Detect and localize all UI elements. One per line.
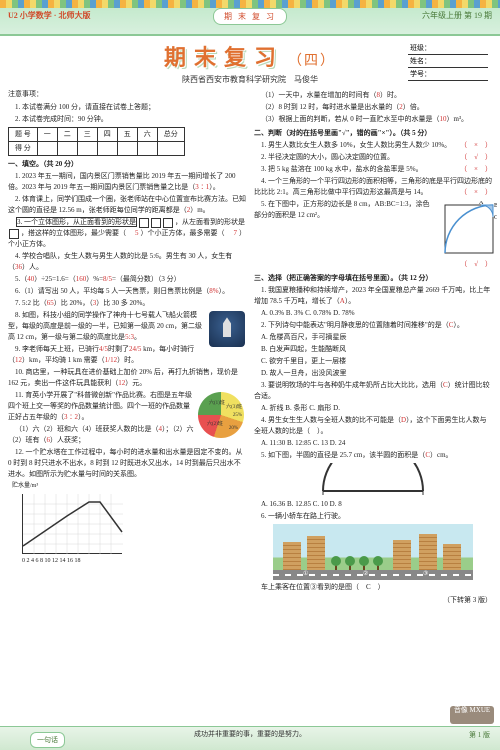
pos-label-2: ② — [363, 569, 368, 580]
q12: 12. 一个贮水塔在工作过程中，每小时的进水量和出水量是固定不变的。从 0 时到… — [8, 447, 246, 480]
j5: ABC 5. 在下图中，正方形的边长是 8 cm，AB:BC=1:3，涂色部分的… — [254, 199, 492, 221]
notice-heading: 注意事项： — [8, 89, 246, 100]
building-5 — [443, 544, 461, 570]
building-2 — [307, 536, 325, 570]
q7: 7. 5:2 比（65）比 20%，（3）比 30 多 20%。 — [8, 298, 246, 309]
j4: 4. 一个三角形的一个平行四边形的面积相等，三角形的底是平行四边形底的比比比 2… — [254, 176, 492, 198]
a1: （1）一天中，水量在增加的时间有（8）时。 — [254, 90, 492, 101]
building-1 — [283, 542, 301, 570]
q9: 9. 李老师每天上班，已骑行4/5时剩了24/5 km，每小时骑行（12）km，… — [8, 344, 246, 366]
j2: 2. 半径决定圆的大小，圆心决定圆的位置。（ √ ） — [254, 152, 492, 163]
section-1-title: 一、填空。（共 20 分） — [8, 159, 246, 170]
turn-page: （下转第 3 版） — [254, 595, 492, 606]
pos-label-1: ① — [303, 569, 308, 580]
class-field: 班级： — [408, 42, 488, 55]
subject-tag: U2 小学数学 · 北师大版 — [8, 10, 90, 21]
left-column: 注意事项： 1. 本试卷满分 100 分，请直接在试卷上答题； 2. 本试卷完成… — [8, 89, 246, 606]
rocket-icon — [209, 311, 245, 347]
c6: 6. 一辆小轿车在路上行驶。 — [254, 511, 492, 522]
j1: 1. 男生人数比女生人数多 10%，女生人数比男生人数少 10%。（ × ） — [254, 140, 492, 151]
geometry-figure: ABC — [434, 201, 490, 257]
c1: 1. 我国夏粮播种和持续增产，2023 年全国夏粮总产量 2669 千万吨，比上… — [254, 285, 492, 307]
c2: 2. 下列诗句中能表达"明月静夜思的位置随着时间推移"的是（C）。 — [254, 320, 492, 331]
footer-motto: 成功并非重要的事，重要的是努力。 — [0, 727, 500, 741]
issue-tag: 六年级上册 第 19 期 — [422, 10, 492, 21]
q10: 10. 商店里，一种玩具在进价基础上加价 20% 后，再打九折销售，现价是 16… — [8, 367, 246, 389]
q5: 5.（40）÷25=1.6=（160）%=8/5=（最简分数）（3 分） — [8, 274, 246, 285]
c5opts: A. 16.36 B. 12.85 C. 10 D. 8 — [254, 499, 492, 510]
q3: 3. 一个立体图形，从正面看到的形状是，从左面看到的形状是，搭这样的立体图形，最… — [8, 217, 246, 250]
notice-1: 1. 本试卷满分 100 分，请直接在试卷上答题； — [8, 102, 246, 113]
c2c: C. 欲穷千里目，更上一层楼 — [254, 356, 492, 367]
tree-icon — [345, 556, 355, 570]
c2a: A. 危楼高百尺，手可摘星辰 — [254, 332, 492, 343]
c3: 3. 要说明牧场的牛与各种奶牛成年奶所占比大比比，选用（C）统计图比较合适。 — [254, 380, 492, 402]
bridge-figure — [313, 463, 433, 497]
right-column: （1）一天中，水量在增加的时间有（8）时。 （2）8 时到 12 时，每时进水量… — [254, 89, 492, 606]
id-field: 学号： — [408, 68, 488, 81]
q6: 6.（1）请写出 50 人，平均每 5 人一天售票，则日售票比例是（8%）。 — [8, 286, 246, 297]
score-table: 题 号一二三四五六总分 得 分 — [8, 127, 185, 156]
title-main: 期末复习 — [164, 45, 284, 70]
tree-icon — [373, 556, 383, 570]
footer-left: 一句话 — [30, 732, 65, 748]
svg-text:B: B — [494, 203, 497, 209]
top-banner: U2 小学数学 · 北师大版 期 末 复 习 六年级上册 第 19 期 — [0, 0, 500, 36]
c5: 5. 如下图，半圆的直径是 25.7 cm，该半圆的面积是（C）cm。 — [254, 450, 492, 461]
footer: 一句话 成功并非重要的事，重要的是努力。 第 1 版 — [0, 726, 500, 750]
tree-icon — [331, 556, 341, 570]
content-columns: 注意事项： 1. 本试卷满分 100 分，请直接在试卷上答题； 2. 本试卷完成… — [0, 85, 500, 606]
j3: 3. 把 5 kg 盐溶在 100 kg 水中，盐水的含盐率是 5%。（ × ） — [254, 164, 492, 175]
student-info: 班级： 姓名： 学号： — [408, 42, 488, 81]
name-field: 姓名： — [408, 55, 488, 68]
watermark: 音像 MXUE — [450, 706, 494, 724]
section-2-title: 二、判断（对的在括号里画"√"，错的画"×"）。（共 5 分） — [254, 128, 492, 139]
tree-icon — [359, 556, 369, 570]
q2: 2. 体育课上，同学们围成一个圈，张老师站在中心位置宣布比赛方法。已知这个圆的直… — [8, 194, 246, 216]
banner-pill: 期 末 复 习 — [213, 8, 287, 25]
building-4 — [419, 534, 437, 570]
building-3 — [393, 540, 411, 570]
svg-text:C: C — [494, 215, 497, 221]
pie-chart: 六(1)班 六(3)班 25% 20% 六(2)班 — [198, 392, 244, 438]
c2b: B. 白发声四起，生能酷断风 — [254, 344, 492, 355]
notice-2: 2. 本试卷完成时间：90 分钟。 — [8, 114, 246, 125]
street-scene: ① ② ③ — [273, 524, 473, 580]
page-number: 第 1 版 — [469, 728, 490, 742]
q11: 六(1)班 六(3)班 25% 20% 六(2)班 11. 育英小学开展了"科普… — [8, 390, 246, 423]
a2: （2）8 时到 12 时，每时进水量是出水量的（2）倍。 — [254, 102, 492, 113]
chart-xticks: 0 2 4 6 8 10 12 14 16 18 — [22, 556, 246, 567]
section-3-title: 三、选择（把正确答案的字母填在括号里面）。（共 12 分） — [254, 273, 492, 284]
c3opts: A. 折线 B. 条形 C. 扇形 D. — [254, 403, 492, 414]
q4: 4. 学校合唱队，女生人数与男生人数的比是 5:6。男生有 30 人，女生有（3… — [8, 251, 246, 273]
q1: 1. 2023 年五一期间，国内景区门票销售量比 2019 年五一期间增长了 2… — [8, 171, 246, 193]
c4: 4. 男生女生生人数与全班人数的比不可能是（D），这个下面男生比人数与全班人数的… — [254, 415, 492, 437]
c2d: D. 故人一旦舟，出没风波里 — [254, 368, 492, 379]
c4opts: A. 11:30 B. 12:85 C. 13 D. 24 — [254, 438, 492, 449]
water-chart — [22, 494, 122, 554]
q8: 8. 如图，科技小组的同学操作了神舟十七号载人飞船火箭模型，每级的高度是前一级的… — [8, 310, 246, 343]
c1opts: A. 0.3% B. 3% C. 0.78% D. 78% — [254, 308, 492, 319]
c6q: 车上乘客在位置③看到的是图（ C ） — [254, 582, 492, 593]
pos-label-3: ③ — [423, 569, 428, 580]
a3: （3）根据上面的判断，若从 0 时一直贮水至中的水量是（10）m³。 — [254, 114, 492, 125]
chart-ylabel: 贮水量/m³ — [12, 481, 246, 492]
svg-text:A: A — [479, 201, 484, 206]
title-sub: （四） — [288, 54, 336, 69]
